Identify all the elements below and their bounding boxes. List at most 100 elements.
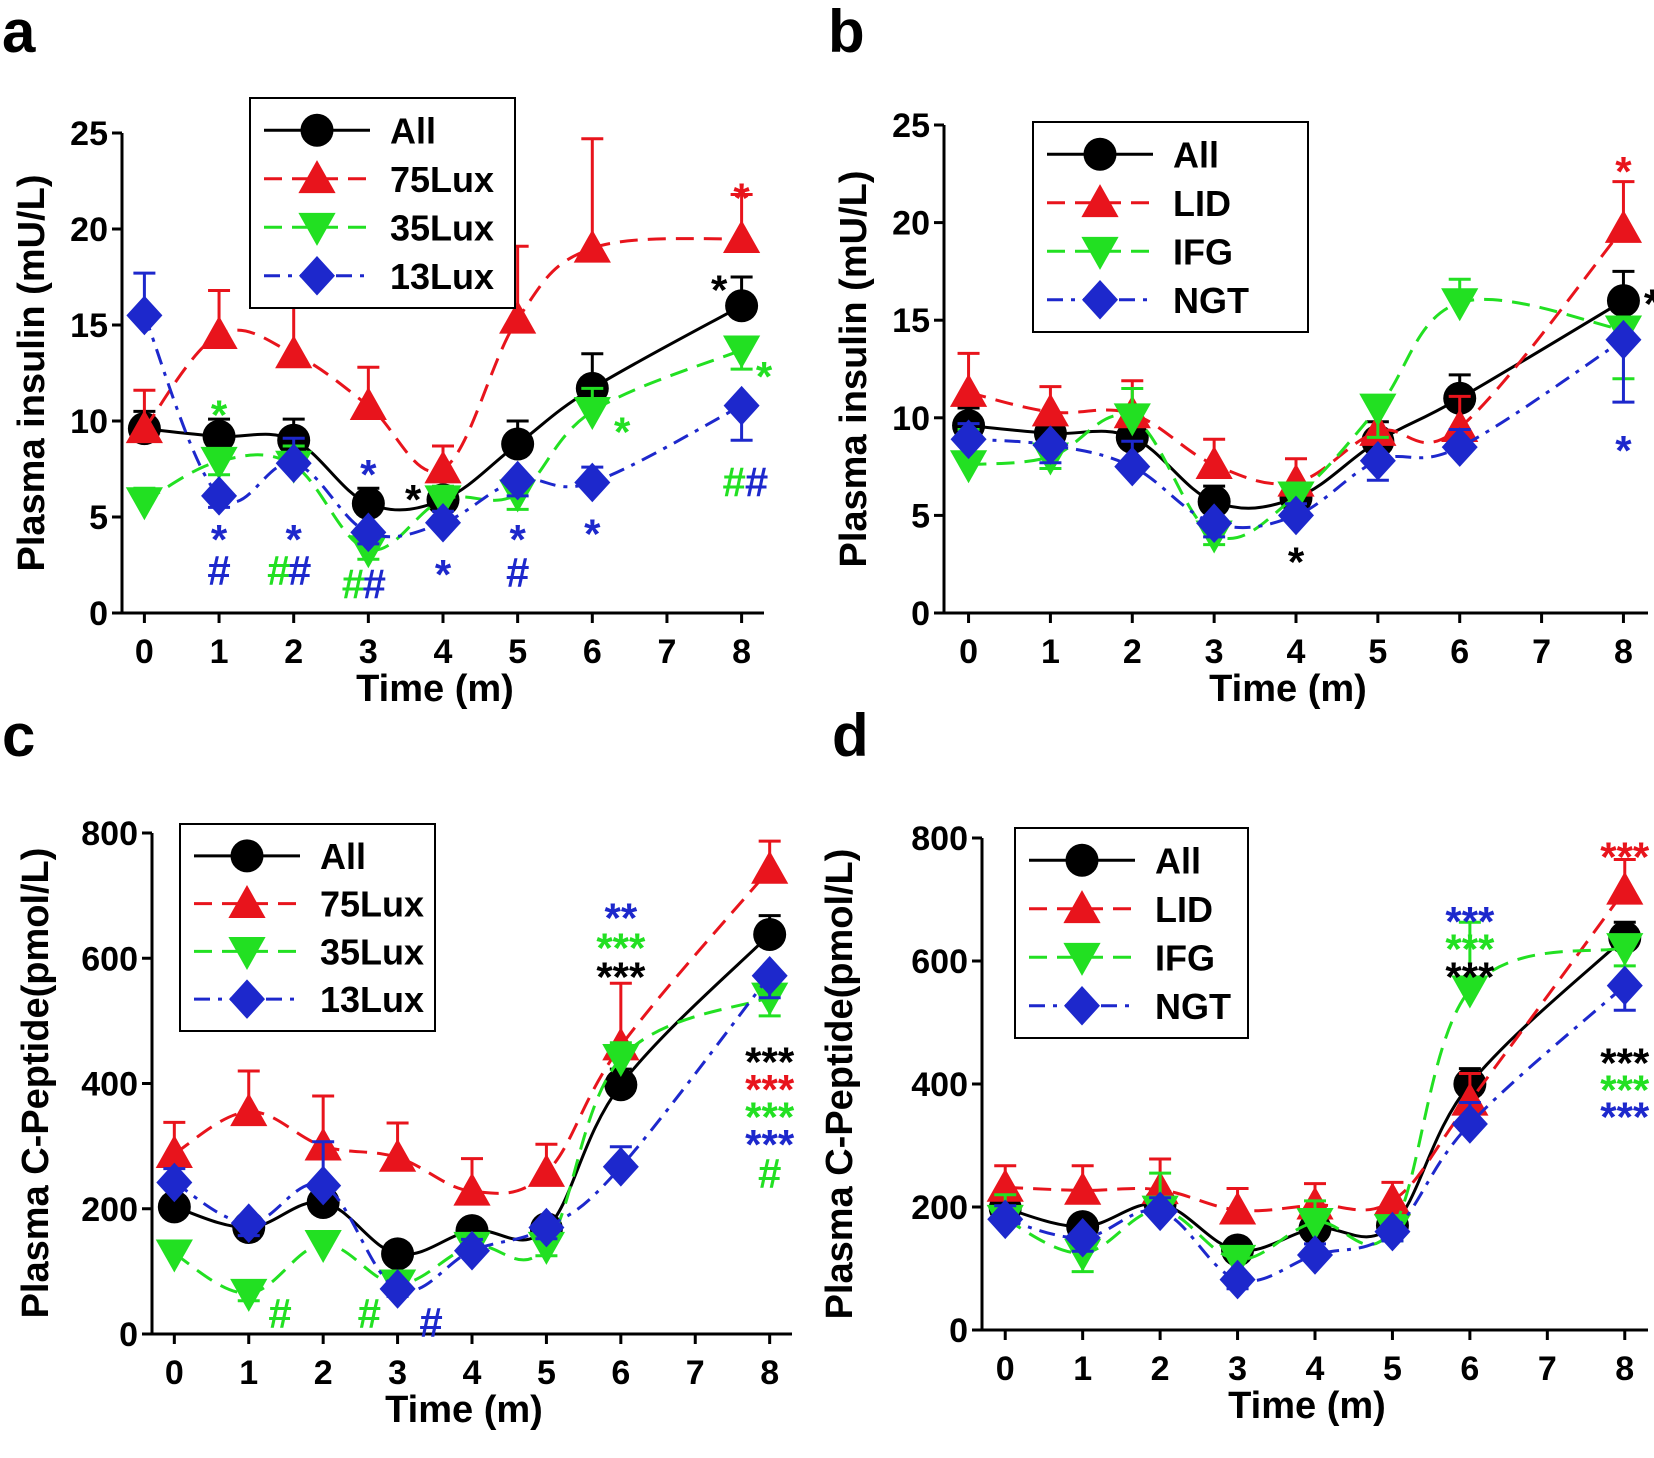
significance-marker: *** [1600, 1066, 1650, 1113]
series-line-13lux [173, 974, 771, 1293]
legend-label: 35Lux [320, 931, 424, 972]
panel-a: a 0 5 10 15 20 25 0 1 2 3 4 5 6 7 8 Time (m) Plasma insul… [2, 0, 773, 710]
significance-marker: * [405, 476, 422, 523]
data-point [1297, 1235, 1333, 1275]
significance-marker: *** [1445, 953, 1495, 1000]
x-axis-title: Time (m) [1228, 1385, 1386, 1427]
data-point [527, 1153, 566, 1187]
significance-marker: * [756, 353, 773, 400]
significance-marker: * [614, 409, 631, 456]
data-point [574, 462, 611, 503]
significance-marker: *** [1445, 898, 1495, 945]
x-tick-label: 1 [1073, 1350, 1092, 1388]
x-tick-label: 7 [1538, 1350, 1557, 1388]
significance-marker: *** [1600, 833, 1650, 880]
data-point [1605, 319, 1642, 360]
data-point [1606, 871, 1644, 905]
data-point [1218, 1191, 1257, 1225]
x-tick-label: 1 [1041, 633, 1060, 671]
y-tick-label: 20 [892, 205, 930, 243]
data-point [1441, 408, 1479, 442]
significance-marker: *** [745, 1094, 795, 1141]
data-point [604, 1068, 638, 1102]
series-ngt [950, 319, 1642, 544]
data-point [1606, 933, 1644, 967]
data-point [378, 1138, 417, 1172]
significance-marker: * [360, 451, 377, 498]
series-13lux [126, 271, 760, 553]
legend-label: 13Lux [320, 979, 424, 1020]
data-point [157, 1190, 191, 1224]
significance-marker: *** [596, 924, 646, 971]
legend-label: 13Lux [390, 256, 494, 297]
significance-marker: # [358, 1290, 381, 1337]
legend-marker [298, 160, 336, 194]
y-tick-label: 15 [892, 302, 930, 340]
panel-b: b 0 5 10 15 20 25 0 1 2 3 4 5 6 7 8 Time (m) Plasma insul… [828, 0, 1654, 710]
y-tick-label: 0 [119, 1316, 138, 1354]
significance-marker: *** [1445, 926, 1495, 973]
data-point [723, 335, 761, 369]
significance-marker: *** [596, 953, 646, 1000]
significance-marker: * [286, 516, 303, 563]
legend-label: NGT [1173, 280, 1249, 321]
data-point [1219, 1259, 1256, 1300]
series-ngt [987, 965, 1643, 1300]
data-point [949, 450, 988, 484]
significance-marker: * [211, 516, 228, 563]
data-point [949, 373, 988, 407]
panel-letter: d [832, 702, 869, 769]
y-tick-label: 800 [911, 820, 968, 858]
legend: All LID IFG NGT [1014, 827, 1249, 1039]
data-point [499, 300, 537, 334]
x-tick-label: 0 [959, 633, 978, 671]
y-tick-label: 400 [81, 1066, 138, 1104]
data-point [1195, 446, 1233, 480]
data-point [1374, 1211, 1411, 1252]
legend-marker [300, 113, 334, 147]
data-point [753, 917, 787, 951]
significance-marker: # [419, 1299, 442, 1346]
panel-letter: a [2, 0, 36, 65]
legend-marker [228, 936, 266, 970]
legend-marker [298, 212, 336, 246]
legend: All LID IFG NGT [1032, 121, 1309, 333]
data-point [751, 850, 789, 884]
data-point [155, 1135, 193, 1169]
data-point [1451, 1082, 1489, 1116]
legend-marker [1083, 137, 1117, 171]
data-point [1114, 446, 1151, 487]
significance-marker: # [207, 547, 230, 594]
legend-label: IFG [1173, 231, 1233, 272]
data-point [424, 450, 462, 484]
data-point [1441, 427, 1478, 467]
x-tick-label: 2 [1151, 1350, 1170, 1388]
legend-label: 35Lux [390, 207, 494, 248]
y-tick-label: 5 [89, 499, 108, 537]
significance-marker: * [711, 267, 728, 314]
significance-marker: * [1288, 538, 1305, 585]
x-tick-label: 8 [1615, 1350, 1634, 1388]
y-tick-label: 200 [911, 1189, 968, 1227]
x-tick-label: 5 [1368, 633, 1387, 671]
significance-marker: * [1644, 281, 1654, 328]
legend-label: LID [1155, 889, 1213, 930]
y-axis-title: Plasma insulin (mU/L) [833, 171, 875, 568]
data-point [454, 1230, 490, 1271]
legend-label: All [320, 836, 366, 877]
x-tick-label: 6 [1460, 1350, 1479, 1388]
legend-marker [1082, 279, 1118, 320]
x-tick-label: 2 [314, 1354, 333, 1392]
x-tick-label: 4 [1306, 1350, 1325, 1388]
legend-label: LID [1173, 183, 1231, 224]
data-point [379, 1269, 416, 1309]
legend-marker [1064, 985, 1100, 1026]
y-tick-label: 600 [81, 940, 138, 978]
data-point [1197, 485, 1231, 519]
data-point [1373, 1182, 1412, 1216]
legend: All 75Lux 35Lux 13Lux [249, 97, 516, 309]
data-point [987, 1199, 1024, 1240]
data-point [230, 1093, 268, 1127]
data-point [573, 229, 611, 263]
data-point [424, 485, 462, 519]
